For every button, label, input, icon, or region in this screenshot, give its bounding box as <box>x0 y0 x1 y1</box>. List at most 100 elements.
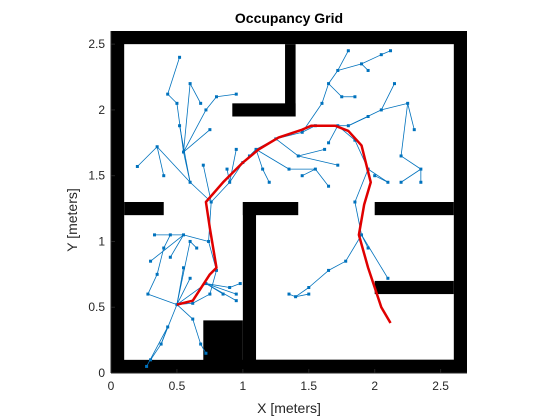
obstacle-9 <box>203 320 243 373</box>
obstacle-7 <box>242 202 299 216</box>
obstacle-6 <box>124 202 164 216</box>
tree-edge <box>150 234 184 262</box>
tree-node <box>323 147 327 151</box>
tree-node <box>313 167 317 171</box>
tree-edge <box>400 103 409 157</box>
y-axis-label: Y [meters] <box>64 188 80 252</box>
tree-edge <box>321 83 329 104</box>
tree-node <box>234 147 238 151</box>
tree-node <box>287 167 291 171</box>
tree-node <box>162 174 166 178</box>
tree-node <box>399 180 403 184</box>
tree-node <box>327 184 331 188</box>
tree-edge <box>183 83 191 153</box>
tree-edge <box>200 343 207 354</box>
tree-edge <box>209 270 217 295</box>
tree-node <box>373 174 377 178</box>
tree-node <box>168 233 172 237</box>
y-tick-label: 2.5 <box>88 37 105 51</box>
tree-node <box>204 282 208 286</box>
tree-node <box>214 268 218 272</box>
x-tick-label: 1 <box>240 379 247 393</box>
tree-edge <box>295 293 309 298</box>
x-tick-label: 1.5 <box>300 379 317 393</box>
tree-node <box>199 101 203 105</box>
tree-node <box>327 141 331 145</box>
tree-node <box>419 180 423 184</box>
y-axis-ticks: 0 0.5 1 1.5 2 2.5 <box>88 37 115 380</box>
tree-node <box>146 292 150 296</box>
obstacle-11 <box>256 359 454 373</box>
tree-node <box>201 163 205 167</box>
tree-edge <box>176 278 191 305</box>
tree-edge <box>295 287 310 298</box>
tree-node <box>153 233 157 237</box>
tree-node <box>191 301 195 305</box>
tree-edge <box>315 168 329 187</box>
tree-node <box>360 62 364 66</box>
tree-node <box>234 92 238 96</box>
tree-node <box>296 154 300 158</box>
tree-node <box>228 286 232 289</box>
tree-node <box>155 145 159 149</box>
axes: 0 0.5 1 1.5 2 2.5 0 0.5 1 1.5 2 2.5 <box>88 31 467 393</box>
tree-node <box>300 174 304 178</box>
tree-edge <box>361 54 382 65</box>
planned-path-line <box>176 124 392 324</box>
tree-edge <box>183 234 209 242</box>
tree-node <box>346 124 350 128</box>
tree-node <box>199 342 203 346</box>
tree-node <box>234 299 238 303</box>
tree-edge <box>205 283 237 302</box>
tree-edge <box>205 96 217 111</box>
x-tick-label: 2 <box>371 379 378 393</box>
tree-edge <box>167 93 178 104</box>
tree-edge <box>255 149 290 170</box>
tree-edge <box>328 260 346 271</box>
tree-node <box>399 154 403 158</box>
y-tick-label: 2 <box>98 103 105 117</box>
y-tick-label: 1.5 <box>88 169 105 183</box>
tree-edge <box>183 151 191 183</box>
tree-node <box>208 292 212 296</box>
tree-node <box>336 68 340 72</box>
tree-node <box>419 167 423 171</box>
tree-node <box>204 351 208 355</box>
tree-node <box>149 358 153 362</box>
tree-edge <box>229 283 241 288</box>
rrt-tree-edges <box>137 50 422 367</box>
tree-edge <box>192 293 211 304</box>
y-tick-label: 0.5 <box>88 300 105 314</box>
tree-node <box>300 130 304 134</box>
tree-edge <box>183 129 211 153</box>
tree-node <box>208 128 212 132</box>
tree-edge <box>229 149 237 183</box>
tree-node <box>392 82 396 86</box>
tree-edge <box>169 234 184 258</box>
tree-edge <box>302 168 316 177</box>
tree-edge <box>137 146 158 167</box>
tree-edge <box>216 93 237 98</box>
tree-node <box>168 255 172 259</box>
tree-edge <box>147 293 178 305</box>
tree-node <box>182 266 186 270</box>
tree-node <box>221 292 225 296</box>
tree-edge <box>361 234 369 249</box>
tree-edge <box>361 234 389 279</box>
tree-edge <box>255 149 264 170</box>
x-axis-label: X [meters] <box>257 400 321 416</box>
tree-node <box>135 164 139 168</box>
tree-node <box>366 246 370 250</box>
tree-edge <box>163 234 171 249</box>
tree-node <box>214 95 218 99</box>
x-tick-label: 0.5 <box>169 379 186 393</box>
tree-node <box>406 101 410 105</box>
tree-node <box>195 246 199 250</box>
tree-edge <box>328 83 343 98</box>
tree-node <box>412 128 416 132</box>
tree-edge <box>167 57 180 95</box>
tree-node <box>182 233 186 237</box>
obstacle-5 <box>232 103 296 117</box>
chart-title: Occupancy Grid <box>235 10 343 26</box>
tree-node <box>207 239 211 243</box>
